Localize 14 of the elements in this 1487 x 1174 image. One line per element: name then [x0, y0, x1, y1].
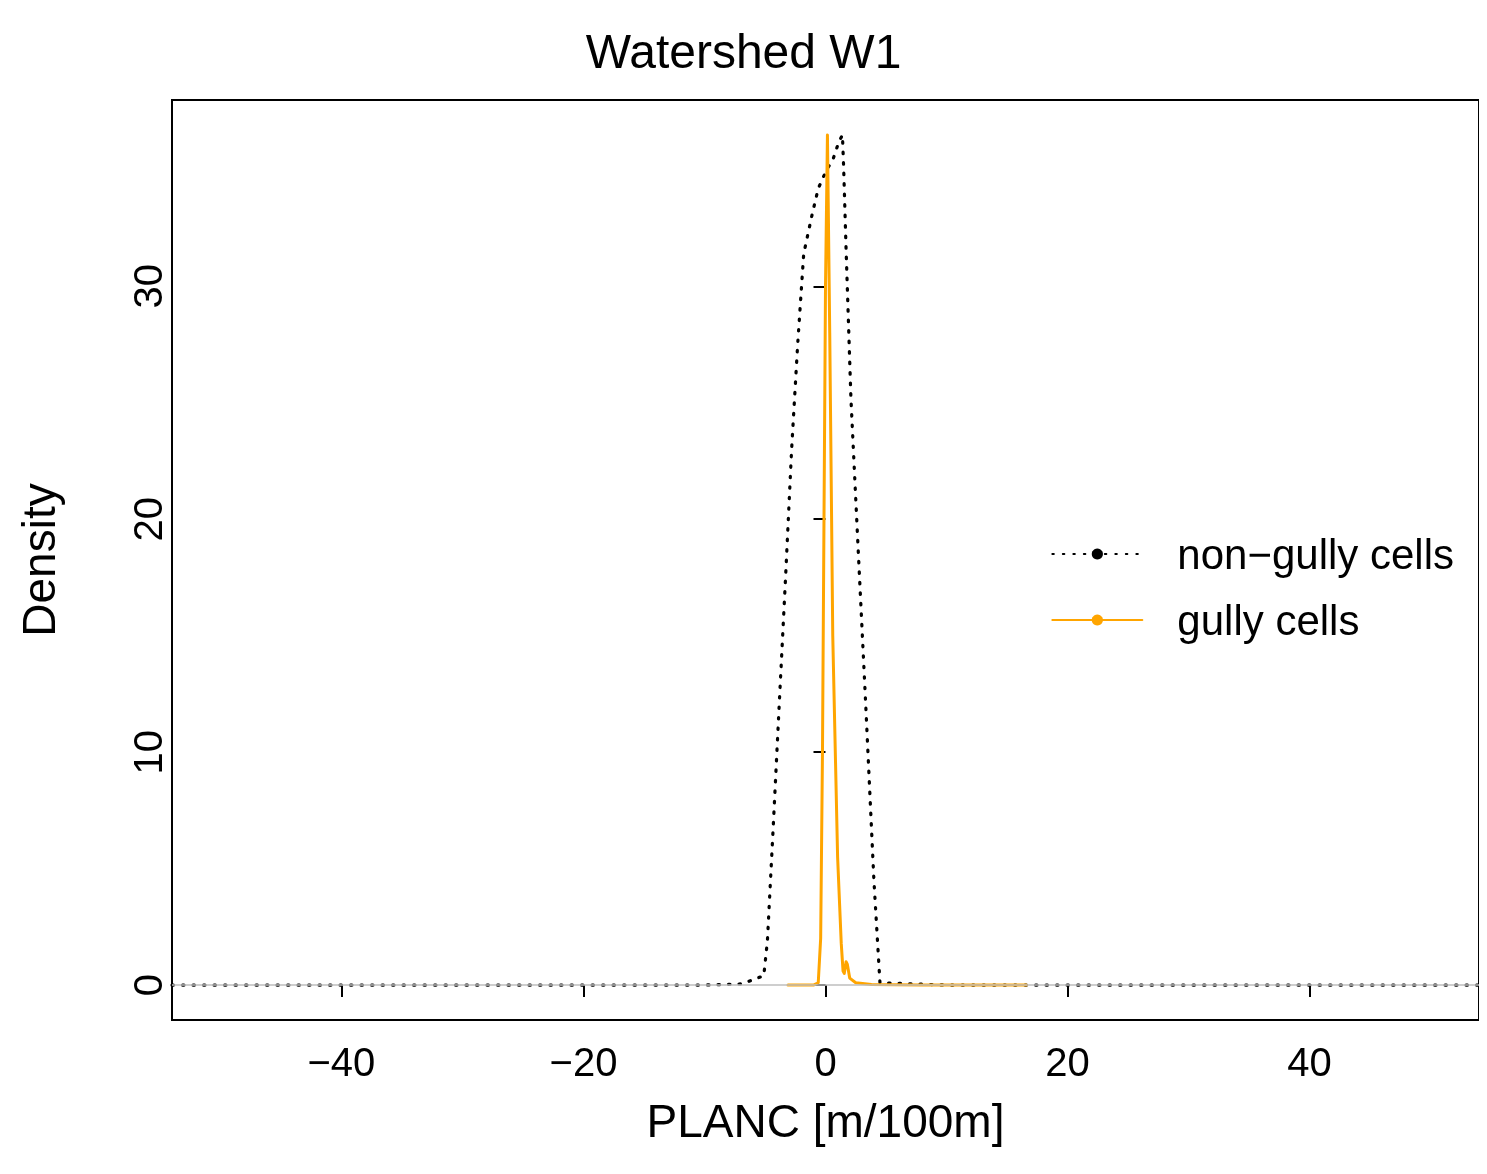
legend-label: gully cells — [1177, 596, 1360, 644]
y-tick-label: 0 — [126, 973, 170, 997]
x-tick-label: 0 — [814, 1040, 837, 1084]
chart-title: Watershed W1 — [585, 24, 902, 78]
x-tick-label: 40 — [1287, 1040, 1332, 1084]
y-tick-label: 10 — [126, 729, 170, 775]
y-tick-label: 20 — [126, 496, 170, 542]
legend-label: non−gully cells — [1177, 530, 1454, 578]
y-tick-label: 30 — [126, 264, 170, 309]
x-tick-label: 20 — [1045, 1040, 1090, 1084]
x-tick-label: −20 — [549, 1040, 618, 1084]
x-tick-label: −40 — [307, 1040, 376, 1084]
x-axis-title: PLANC [m/100m] — [646, 1095, 1005, 1147]
y-axis-title: Density — [13, 483, 65, 637]
